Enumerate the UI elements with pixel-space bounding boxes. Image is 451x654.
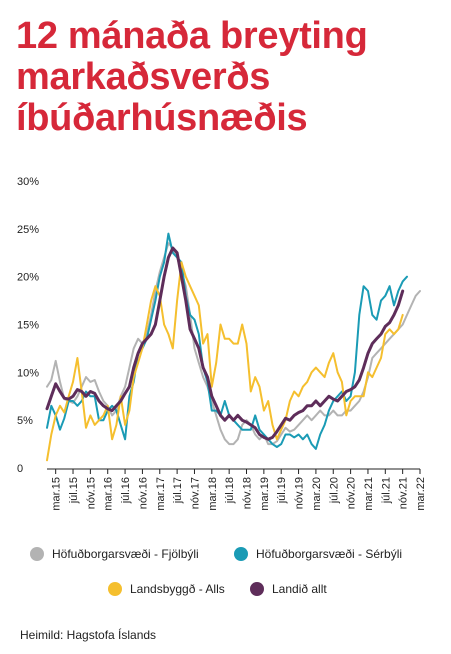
x-tick-label: nóv.16 (137, 477, 149, 509)
x-tick-label: júl.19 (276, 477, 288, 504)
x-tick-label: júl.15 (68, 477, 80, 504)
y-axis: 0 5% 10% 15% 20% 25% 30% (17, 176, 39, 475)
legend-swatch (234, 547, 248, 561)
legend-label: Höfuðborgarsvæði - Fjölbýli (52, 547, 199, 561)
x-tick-label: júl.20 (328, 477, 340, 504)
x-tick-label: júl.18 (224, 477, 236, 504)
x-tick-label: nóv.20 (346, 477, 358, 509)
legend-item-landid-allt: Landið allt (250, 582, 327, 596)
chart-title: 12 mánaða breyting markaðsverðs íbúðarhú… (16, 15, 368, 139)
legend-swatch (108, 582, 122, 596)
x-tick-label: nóv.18 (242, 477, 254, 509)
x-tick-label: mar.20 (311, 477, 323, 511)
x-tick-label: nóv.19 (294, 477, 306, 509)
series-line (46, 232, 408, 450)
y-tick-label: 0 (17, 463, 23, 475)
legend-item-landsbyggd: Landsbyggð - Alls (108, 582, 225, 596)
x-tick-label: júl.17 (172, 477, 184, 504)
x-tick-label: mar.15 (51, 477, 63, 511)
legend-label: Landið allt (272, 582, 327, 596)
x-tick-label: mar.18 (207, 477, 219, 511)
x-tick-label: mar.16 (103, 477, 115, 511)
x-tick-label: júl.21 (380, 477, 392, 504)
y-tick-label: 30% (17, 176, 39, 188)
x-tick-label: mar.17 (155, 477, 167, 511)
line-chart: 05%10%15%20%25%30% mar.15 júl.15 nóv.15 mar… (17, 176, 427, 511)
y-tick-label: 25% (17, 224, 39, 236)
legend-swatch (30, 547, 44, 561)
series-line (46, 261, 404, 462)
series-line (45, 246, 405, 441)
y-tick-label: 10% (17, 367, 39, 379)
x-tick-label: nóv.15 (85, 477, 97, 509)
legend-item-fjolbyli: Höfuðborgarsvæði - Fjölbýli (30, 547, 199, 561)
y-tick-label: 15% (17, 320, 39, 332)
x-tick-label: mar.19 (259, 477, 271, 511)
legend-item-serbyli: Höfuðborgarsvæði - Sérbýli (234, 547, 402, 561)
x-axis: mar.15 júl.15 nóv.15 mar.16 júl.16 nóv.16 mar.… (47, 468, 427, 511)
y-tick-label: 20% (17, 272, 39, 284)
x-tick-label: nóv.17 (189, 477, 201, 509)
legend-swatch (250, 582, 264, 596)
legend-label: Landsbyggð - Alls (130, 582, 225, 596)
legend-label: Höfuðborgarsvæði - Sérbýli (256, 547, 403, 561)
source-note: Heimild: Hagstofa Íslands (20, 628, 157, 642)
x-tick-label: mar.22 (415, 477, 427, 511)
series-layer (45, 232, 421, 462)
y-tick-label: 5% (17, 415, 33, 427)
x-tick-label: mar.21 (363, 477, 375, 511)
x-tick-label: júl.16 (120, 477, 132, 504)
x-tick-label: nóv.21 (398, 477, 410, 509)
